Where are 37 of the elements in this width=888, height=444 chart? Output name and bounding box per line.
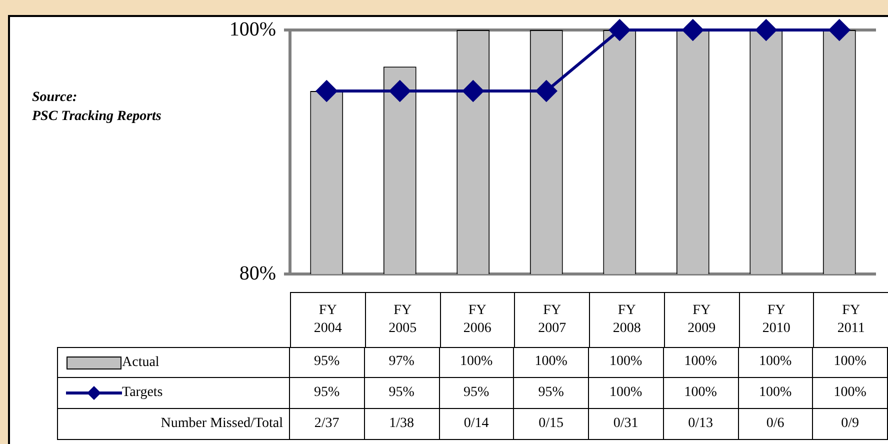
data-label: 100% <box>589 347 664 378</box>
data-label: 95% <box>290 378 365 409</box>
data-label: 97% <box>364 347 440 378</box>
data-label: 100% <box>738 347 814 378</box>
data-label: 100% <box>664 378 738 409</box>
x-tick-label: FY 2009 <box>688 302 716 338</box>
data-label: 100% <box>589 378 664 409</box>
data-label: 100% <box>738 378 814 409</box>
data-label: 95% <box>514 378 589 409</box>
text: 0/9 <box>813 409 888 440</box>
x-tick-label: FY 2011 <box>837 302 865 338</box>
text: 0/15 <box>514 409 589 440</box>
data-label: 100% <box>813 378 888 409</box>
legend-label: Actual <box>122 354 160 370</box>
text: 0/13 <box>664 409 738 440</box>
text: 0/6 <box>738 409 814 440</box>
x-tick-label: FY 2010 <box>762 302 790 338</box>
text: 0/14 <box>440 409 514 440</box>
source-note: Source: PSC Tracking Reports <box>32 89 162 126</box>
data-label: 95% <box>440 378 514 409</box>
x-tick-label: FY 2004 <box>314 302 342 338</box>
legend-label: Targets <box>122 385 163 401</box>
text: 1/38 <box>364 409 440 440</box>
data-label: 100% <box>440 347 514 378</box>
x-tick-label: FY 2007 <box>538 302 566 338</box>
text: 2/37 <box>290 409 365 440</box>
text: 0/31 <box>589 409 664 440</box>
x-tick-label: FY 2005 <box>388 302 417 338</box>
y-tick-label: 80% <box>239 262 276 284</box>
x-tick-label: FY 2006 <box>463 302 492 338</box>
data-label: 95% <box>290 347 365 378</box>
data-label: 95% <box>364 378 440 409</box>
data-label: 100% <box>664 347 738 378</box>
x-tick-label: FY 2008 <box>612 302 641 338</box>
data-label: 100% <box>514 347 589 378</box>
data-label: 100% <box>813 347 888 378</box>
text: Number Missed/Total <box>57 409 290 440</box>
